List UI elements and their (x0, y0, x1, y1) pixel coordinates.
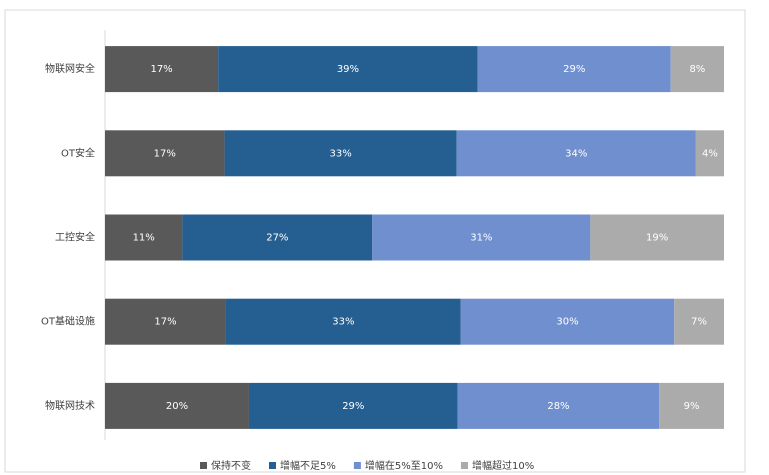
data-label: 11% (133, 233, 155, 244)
bar-segment (590, 214, 724, 261)
y-tick-label: OT基础设施 (41, 315, 95, 328)
data-label: 29% (342, 401, 364, 412)
bar-segment (248, 382, 458, 429)
bar-segment (674, 298, 724, 345)
legend-label: 增幅不足5% (280, 459, 336, 472)
data-label: 4% (702, 148, 718, 159)
bar-segment (695, 130, 724, 177)
legend-label: 增幅超过10% (472, 459, 534, 472)
legend-label: 保持不变 (211, 459, 251, 472)
data-label: 17% (154, 317, 176, 328)
legend-swatch (353, 462, 361, 469)
y-tick-label: 物联网技术 (45, 399, 95, 412)
data-label: 17% (154, 148, 176, 159)
legend-swatch (200, 462, 207, 469)
bar-segment (105, 214, 183, 261)
legend-swatch (460, 462, 468, 469)
data-label: 19% (646, 233, 668, 244)
y-tick-label: OT安全 (61, 146, 95, 159)
bar-segment (105, 298, 226, 345)
y-tick-label: 工控安全 (55, 231, 95, 244)
data-label: 34% (565, 148, 587, 159)
y-tick-label: 物联网安全 (45, 62, 95, 75)
data-label: 31% (470, 233, 492, 244)
data-label: 8% (689, 64, 705, 75)
data-label: 28% (547, 401, 569, 412)
data-label: 39% (337, 64, 359, 75)
legend-label: 增幅在5%至10% (365, 459, 443, 472)
data-label: 20% (166, 401, 188, 412)
data-label: 33% (330, 148, 352, 159)
data-label: 7% (691, 317, 707, 328)
bar-segment (457, 382, 660, 429)
data-label: 27% (266, 233, 288, 244)
bar-segment (218, 46, 478, 93)
bar-segment (225, 298, 461, 345)
bar-segment (182, 214, 373, 261)
bar-segment (105, 46, 219, 93)
data-label: 17% (150, 64, 172, 75)
legend-swatch (269, 462, 276, 469)
data-label: 30% (556, 317, 578, 328)
data-label: 29% (563, 64, 585, 75)
bar-segment (372, 214, 591, 261)
bar-segment (224, 130, 457, 177)
bar-segment (460, 298, 675, 345)
bar-segment (456, 130, 696, 177)
bar-segment (659, 382, 724, 429)
bar-segment (105, 382, 249, 429)
data-label: 33% (332, 317, 354, 328)
bar-segment (670, 46, 724, 93)
bar-segment (105, 130, 225, 177)
bar-segment (477, 46, 671, 93)
data-label: 9% (684, 401, 700, 412)
